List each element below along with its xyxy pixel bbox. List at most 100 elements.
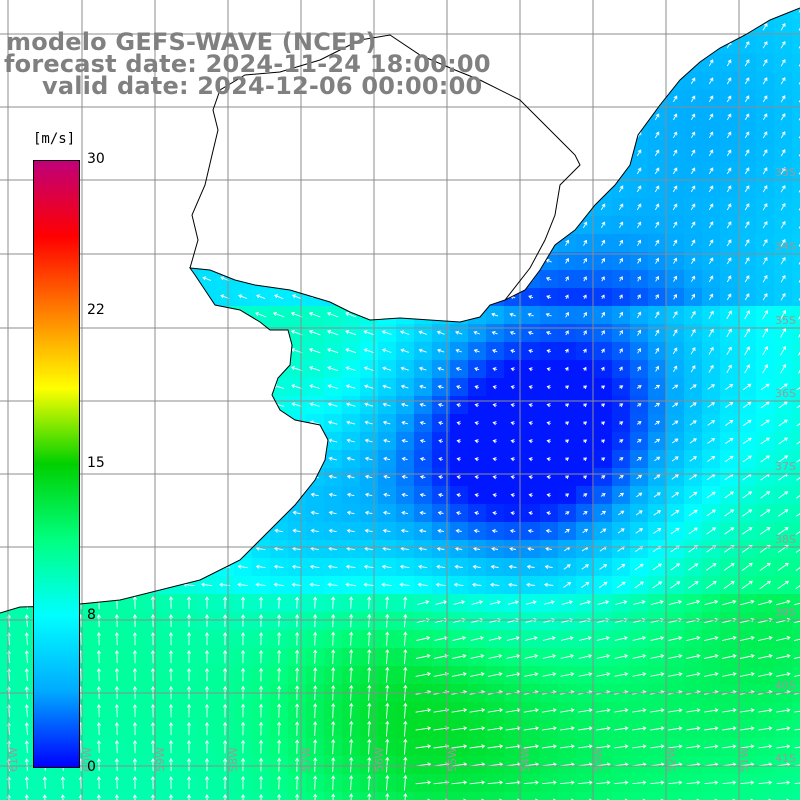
wind-arrow: [722, 726, 737, 731]
wind-arrow: [183, 438, 195, 443]
wind-arrow: [742, 509, 753, 517]
wind-arrow: [385, 793, 390, 800]
wind-arrow: [762, 131, 768, 139]
speed-cell: [342, 198, 361, 217]
wind-arrow: [614, 708, 629, 713]
wind-arrow: [219, 330, 231, 336]
wind-arrow: [742, 401, 752, 409]
speed-cell: [270, 504, 289, 523]
wind-arrow: [690, 59, 696, 67]
speed-cell: [144, 8, 163, 19]
speed-cell: [162, 324, 181, 343]
wind-arrow: [2, 474, 15, 479]
wind-arrow: [331, 793, 336, 800]
wind-arrow: [508, 114, 517, 120]
speed-cell: [792, 90, 800, 109]
wind-arrow: [563, 582, 572, 588]
speed-cell: [90, 414, 109, 433]
wind-arrow: [634, 563, 644, 571]
wind-arrow: [436, 204, 445, 210]
wind-arrow: [313, 631, 318, 646]
wind-arrow: [564, 76, 570, 85]
speed-cell: [576, 126, 595, 145]
wind-arrow: [256, 186, 265, 192]
wind-arrow: [222, 703, 228, 718]
lon-label: 56W: [373, 747, 386, 772]
wind-arrow: [690, 77, 696, 85]
wind-arrow: [58, 150, 67, 156]
wind-arrow: [636, 457, 642, 461]
wind-arrow: [541, 744, 557, 749]
wind-arrow: [237, 420, 248, 425]
wind-arrow: [582, 511, 588, 515]
wind-arrow: [399, 312, 410, 318]
speed-cell: [558, 36, 577, 55]
wind-arrow: [310, 546, 319, 551]
wind-arrow: [272, 329, 285, 336]
wind-arrow: [4, 96, 13, 102]
wind-arrow: [240, 614, 246, 627]
wind-arrow: [739, 635, 755, 642]
wind-arrow: [256, 168, 265, 174]
wind-arrow: [295, 631, 300, 646]
wind-arrow: [292, 474, 302, 479]
wind-arrow: [655, 294, 659, 300]
wind-arrow: [655, 275, 659, 282]
speed-cell: [324, 8, 343, 19]
wind-arrow: [508, 60, 517, 66]
wind-arrow: [415, 726, 432, 731]
speed-cell: [252, 396, 271, 415]
wind-arrow: [292, 114, 301, 120]
wind-arrow: [492, 421, 497, 426]
wind-arrow: [487, 708, 504, 713]
wind-arrow: [130, 276, 140, 282]
speed-cell: [0, 216, 19, 235]
speed-cell: [558, 8, 577, 19]
wind-arrow: [619, 276, 623, 282]
speed-cell: [216, 342, 235, 361]
lon-label: 61W: [7, 747, 20, 772]
wind-arrow: [455, 510, 462, 516]
wind-arrow: [473, 312, 481, 317]
wind-arrow: [780, 202, 786, 211]
wind-arrow: [400, 114, 409, 120]
wind-arrow: [688, 563, 699, 571]
wind-arrow: [240, 596, 246, 609]
wind-arrow: [346, 132, 355, 138]
wind-arrow: [454, 222, 463, 228]
speed-cell: [612, 54, 631, 73]
wind-arrow: [798, 363, 800, 374]
lon-label: 57W: [300, 747, 313, 772]
colorbar-tick: 0: [87, 759, 96, 775]
speed-cell: [18, 8, 37, 19]
wind-arrow: [472, 204, 481, 210]
wind-arrow: [672, 185, 678, 193]
wind-arrow: [381, 312, 392, 318]
speed-cell: [216, 396, 235, 415]
wind-arrow: [654, 456, 661, 462]
wind-arrow: [367, 738, 372, 755]
wind-arrow: [202, 258, 212, 264]
wind-arrow: [690, 347, 696, 355]
wind-arrow: [382, 132, 391, 138]
wind-arrow: [637, 329, 642, 336]
wind-arrow: [473, 258, 481, 263]
speed-cell: [90, 522, 109, 541]
wind-arrow: [222, 614, 228, 627]
wind-arrow: [292, 8, 301, 12]
speed-cell: [18, 108, 37, 127]
wind-arrow: [237, 492, 248, 497]
speed-cell: [162, 108, 181, 127]
wind-arrow: [704, 780, 719, 785]
wind-arrow: [346, 294, 356, 300]
wind-arrow: [780, 309, 787, 320]
wind-arrow: [254, 348, 267, 354]
speed-cell: [252, 522, 271, 541]
speed-cell: [450, 792, 469, 800]
wind-arrow: [346, 150, 355, 156]
wind-arrow: [328, 204, 338, 210]
wind-arrow: [474, 510, 480, 516]
speed-cell: [792, 594, 800, 613]
wind-arrow: [474, 403, 479, 408]
wind-arrow: [255, 311, 267, 318]
